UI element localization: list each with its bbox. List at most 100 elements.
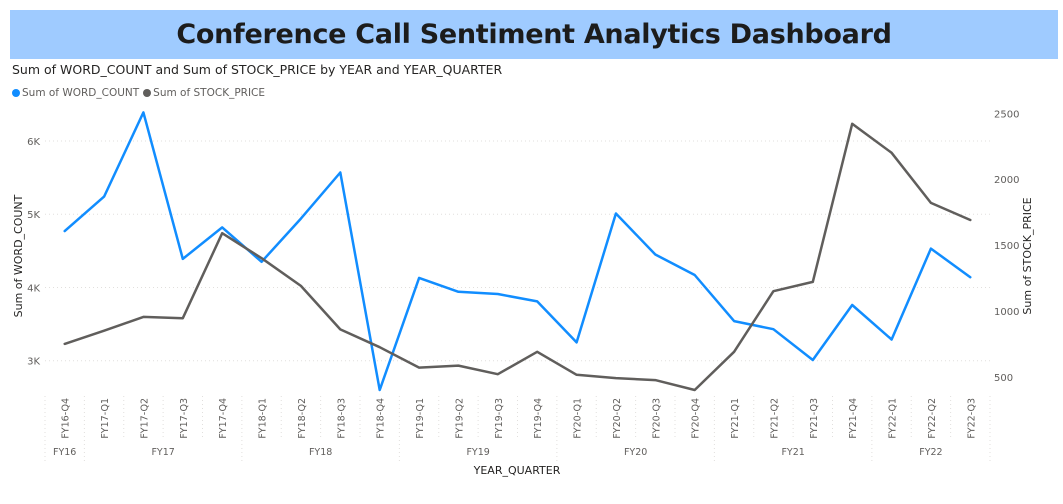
data-point-stock-price[interactable] [337, 326, 343, 332]
gridlines [45, 140, 990, 362]
x-tick-label: FY22-Q3 [966, 398, 977, 439]
data-point-stock-price[interactable] [140, 314, 146, 320]
data-point-word-count[interactable] [652, 251, 658, 257]
year-group-label: FY21 [781, 447, 804, 458]
x-tick-label: FY20-Q2 [612, 398, 623, 439]
data-point-stock-price[interactable] [849, 121, 855, 127]
x-tick-label: FY20-Q1 [573, 398, 584, 439]
data-point-word-count[interactable] [495, 291, 501, 297]
data-point-stock-price[interactable] [495, 371, 501, 377]
data-point-stock-price[interactable] [967, 217, 973, 223]
data-point-word-count[interactable] [455, 289, 461, 295]
y-tick-label: 4K [27, 283, 40, 294]
y2-tick-label: 1500 [994, 241, 1019, 252]
x-tick-label: FY19-Q3 [494, 398, 505, 439]
year-group-label: FY19 [466, 447, 489, 458]
data-point-word-count[interactable] [574, 339, 580, 345]
legend-label-stock-price: Sum of STOCK_PRICE [153, 87, 266, 99]
y2-tick-label: 2500 [994, 109, 1019, 120]
legend-item-stock-price[interactable]: Sum of STOCK_PRICE [143, 87, 265, 99]
data-point-word-count[interactable] [889, 336, 895, 342]
data-point-word-count[interactable] [770, 326, 776, 332]
x-tick-label: FY22-Q2 [927, 398, 938, 439]
data-point-word-count[interactable] [337, 169, 343, 175]
data-point-stock-price[interactable] [416, 365, 422, 371]
x-tick-label: FY18-Q1 [258, 398, 269, 439]
data-point-stock-price[interactable] [731, 349, 737, 355]
data-point-stock-price[interactable] [928, 200, 934, 206]
x-tick-label: FY19-Q1 [415, 398, 426, 439]
data-point-stock-price[interactable] [810, 279, 816, 285]
data-point-word-count[interactable] [140, 109, 146, 115]
x-tick-label: FY17-Q4 [218, 398, 229, 439]
x-tick-label: FY21-Q3 [809, 398, 820, 439]
data-point-stock-price[interactable] [455, 363, 461, 369]
x-tick-label: FY19-Q2 [454, 398, 465, 439]
year-group-label: FY17 [151, 447, 174, 458]
series-line-stock-price[interactable] [63, 122, 972, 392]
data-point-stock-price[interactable] [62, 341, 68, 347]
x-tick-label: FY18-Q4 [376, 398, 387, 439]
x-axis-title: YEAR_QUARTER [473, 464, 561, 477]
year-group-label: FY22 [919, 447, 942, 458]
data-point-word-count[interactable] [613, 210, 619, 216]
year-group-label: FY16 [53, 447, 76, 458]
data-point-word-count[interactable] [692, 272, 698, 278]
data-point-stock-price[interactable] [770, 288, 776, 294]
data-point-word-count[interactable] [967, 274, 973, 280]
chart-title: Sum of WORD_COUNT and Sum of STOCK_PRICE… [12, 62, 503, 77]
data-point-word-count[interactable] [810, 357, 816, 363]
data-point-word-count[interactable] [928, 246, 934, 252]
data-point-stock-price[interactable] [101, 328, 107, 334]
data-point-word-count[interactable] [180, 256, 186, 262]
x-tick-label: FY21-Q1 [730, 398, 741, 439]
data-point-stock-price[interactable] [574, 372, 580, 378]
data-point-word-count[interactable] [377, 387, 383, 393]
data-point-stock-price[interactable] [377, 344, 383, 350]
data-point-word-count[interactable] [298, 216, 304, 222]
x-tick-label: FY19-Q4 [533, 398, 544, 439]
series-line-word-count[interactable] [63, 111, 972, 392]
legend-marker-stock-price [143, 89, 152, 97]
data-point-stock-price[interactable] [652, 377, 658, 383]
year-group-label: FY20 [624, 447, 647, 458]
data-point-stock-price[interactable] [298, 283, 304, 289]
dashboard-banner: Conference Call Sentiment Analytics Dash… [10, 10, 1058, 59]
x-tick-label: FY17-Q1 [100, 398, 111, 439]
data-point-stock-price[interactable] [534, 349, 540, 355]
x-tick-label: FY18-Q2 [297, 398, 308, 439]
chart-legend: Sum of WORD_COUNT Sum of STOCK_PRICE [12, 87, 269, 99]
y-tick-label: 3K [27, 357, 40, 368]
year-group-label: FY18 [309, 447, 332, 458]
data-point-word-count[interactable] [534, 298, 540, 304]
y2-tick-label: 2000 [994, 175, 1019, 186]
data-point-stock-price[interactable] [613, 375, 619, 381]
y2-tick-label: 500 [994, 373, 1013, 384]
data-point-word-count[interactable] [731, 318, 737, 324]
data-point-stock-price[interactable] [219, 230, 225, 236]
y-tick-label: 5K [27, 210, 40, 221]
data-point-stock-price[interactable] [692, 387, 698, 393]
legend-item-word-count[interactable]: Sum of WORD_COUNT [12, 87, 139, 99]
data-point-word-count[interactable] [62, 228, 68, 234]
data-point-word-count[interactable] [849, 302, 855, 308]
y-tick-label: 6K [27, 137, 40, 148]
data-point-word-count[interactable] [101, 194, 107, 200]
data-point-stock-price[interactable] [180, 315, 186, 321]
x-tick-label: FY21-Q4 [848, 398, 859, 439]
data-point-stock-price[interactable] [259, 255, 265, 261]
x-tick-label: FY22-Q1 [888, 398, 899, 439]
axes: 3K 4K 5K 6K 500 1000 1500 2000 2500 FY16-Q4 FY17-Q… [27, 109, 1019, 462]
x-tick-label: FY21-Q2 [769, 398, 780, 439]
legend-marker-word-count [12, 89, 20, 97]
data-point-word-count[interactable] [219, 224, 225, 230]
x-tick-label: FY20-Q3 [651, 398, 662, 439]
y-axis-title: Sum of WORD_COUNT [12, 194, 25, 317]
legend-label-word-count: Sum of WORD_COUNT [22, 87, 140, 99]
data-point-word-count[interactable] [416, 275, 422, 281]
data-point-stock-price[interactable] [889, 150, 895, 156]
x-tick-label: FY17-Q2 [139, 398, 150, 439]
x-tick-label: FY17-Q3 [179, 398, 190, 439]
y2-tick-label: 1000 [994, 307, 1019, 318]
